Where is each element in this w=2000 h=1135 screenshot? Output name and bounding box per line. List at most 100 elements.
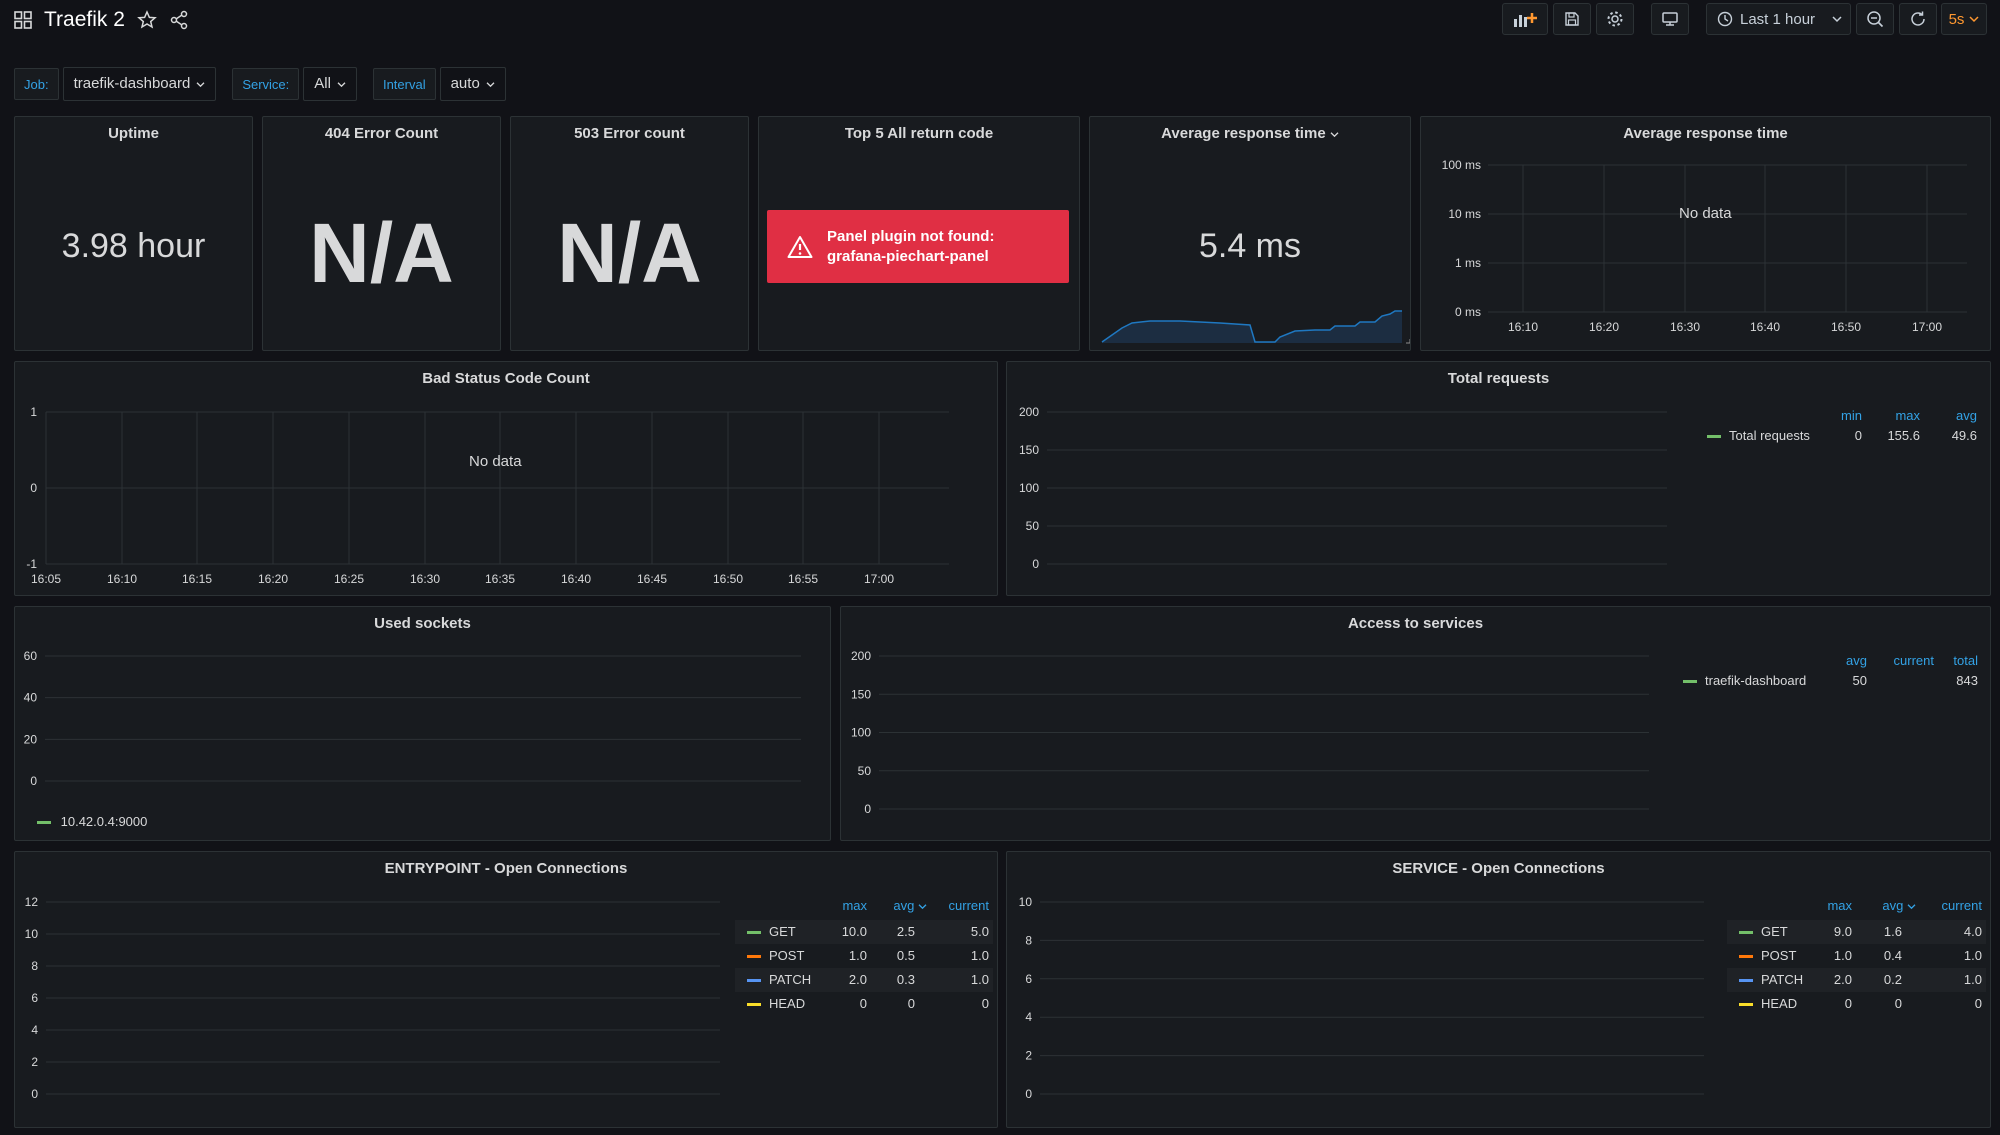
legend-avg: 0	[907, 996, 915, 1011]
monitor-icon	[1661, 11, 1679, 27]
dashboard-title[interactable]: Traefik 2	[44, 8, 125, 31]
share-icon[interactable]	[169, 10, 189, 30]
legend-row[interactable]: Total requests 0 155.6 49.6	[1697, 428, 1982, 452]
legend-header-current[interactable]: current	[1941, 898, 1982, 913]
time-range-picker[interactable]: Last 1 hour	[1706, 3, 1851, 35]
legend-header-avg-text: avg	[893, 898, 915, 913]
add-panel-button[interactable]	[1502, 3, 1548, 35]
legend-max: 2.0	[848, 972, 867, 987]
job-select[interactable]: traefik-dashboard	[62, 67, 217, 101]
y-tick-label: 0	[1025, 1087, 1032, 1101]
legend-row[interactable]: GET 9.0 1.6 4.0	[1727, 920, 1986, 944]
panel-uptime[interactable]: Uptime 3.98 hour	[14, 116, 253, 351]
legend-header-max[interactable]: max	[842, 898, 867, 913]
gear-icon	[1606, 10, 1624, 28]
y-tick-label: 40	[24, 691, 38, 705]
panel-title: SERVICE - Open Connections	[1392, 860, 1605, 877]
plugin-error-alert: Panel plugin not found: grafana-piechart…	[767, 210, 1069, 283]
dashboard-settings-button[interactable]	[1596, 3, 1634, 35]
panel-used-sockets[interactable]: Used sockets 020406016:1016:2016:3016:40…	[14, 606, 831, 841]
legend-max: 9.0	[1833, 924, 1852, 939]
legend-row[interactable]: POST 1.0 0.4 1.0	[1727, 944, 1986, 968]
refresh-button[interactable]	[1899, 3, 1937, 35]
star-icon[interactable]	[137, 10, 157, 30]
legend-swatch	[747, 1003, 761, 1006]
legend-header-current[interactable]: current	[948, 898, 989, 913]
panel-503-error-count[interactable]: 503 Error count N/A	[510, 116, 749, 351]
service-legend: max avg current GET 9.0 1.6 4.0 POST 1.0 0.4 1.…	[1727, 898, 1986, 1028]
used-sockets-legend[interactable]: 10.42.0.4:9000	[37, 814, 147, 829]
panel-service-open-connections[interactable]: SERVICE - Open Connections 024681016:101…	[1006, 851, 1991, 1128]
refresh-interval-picker[interactable]: 5s	[1941, 3, 1987, 35]
panel-404-error-count[interactable]: 404 Error Count N/A	[262, 116, 501, 351]
zoom-out-icon	[1866, 10, 1884, 28]
legend-header-total[interactable]: total	[1953, 653, 1978, 668]
dashboard-grid-icon[interactable]	[14, 11, 32, 29]
refresh-interval-label: 5s	[1948, 10, 1965, 28]
y-tick-label: 100	[851, 726, 871, 740]
y-tick-label: 60	[24, 649, 38, 663]
y-tick-label: 0	[31, 1087, 38, 1101]
legend-current: 4.0	[1963, 924, 1982, 939]
panel-title: 404 Error Count	[324, 125, 439, 142]
legend-series-name: POST	[769, 948, 805, 963]
y-tick-label: 20	[24, 732, 38, 746]
variable-label: Job:	[14, 68, 59, 100]
legend-header-avg[interactable]: avg	[1846, 653, 1867, 668]
legend-header-max[interactable]: max	[1827, 898, 1852, 913]
chevron-down-icon[interactable]	[1330, 131, 1339, 138]
legend-max: 1.0	[1833, 948, 1852, 963]
panel-bad-status-code-count[interactable]: Bad Status Code Count 1 0 -1 16:05 16:10…	[14, 361, 998, 596]
legend-avg: 49.6	[1951, 428, 1977, 443]
panel-average-response-graph[interactable]: Average response time 100 ms 10 ms 1 ms …	[1420, 116, 1991, 351]
legend-header-min[interactable]: min	[1841, 408, 1862, 423]
y-tick-label: 0 ms	[1455, 305, 1481, 319]
service-select[interactable]: All	[303, 67, 357, 101]
legend-swatch	[1739, 955, 1753, 958]
y-tick-label: 8	[31, 959, 38, 973]
legend-swatch	[747, 979, 761, 982]
legend-header-avg[interactable]: avg	[893, 898, 927, 913]
y-tick-label: 50	[858, 764, 872, 778]
chevron-down-icon	[486, 81, 495, 88]
y-tick-label: 2	[31, 1055, 38, 1069]
save-dashboard-button[interactable]	[1553, 3, 1591, 35]
legend-max: 155.6	[1887, 428, 1920, 443]
legend-row[interactable]: HEAD 0 0 0	[735, 992, 993, 1016]
legend-series-name: HEAD	[769, 996, 806, 1011]
y-tick-label: 2	[1025, 1049, 1032, 1063]
zoom-out-button[interactable]	[1856, 3, 1894, 35]
y-tick-label: 4	[1025, 1010, 1032, 1024]
legend-current: 1.0	[970, 948, 989, 963]
panel-top5-return-codes[interactable]: Top 5 All return code Panel plugin not f…	[758, 116, 1080, 351]
panel-title-text: Average response time	[1161, 125, 1326, 142]
total-requests-chart: 05010015020016:1016:2016:3016:4016:5017:…	[1019, 405, 1667, 571]
x-tick-label: 16:20	[258, 572, 288, 586]
x-tick-label: 16:30	[410, 572, 440, 586]
legend-row[interactable]: HEAD 0 0 0	[1727, 992, 1986, 1016]
time-range-label: Last 1 hour	[1740, 10, 1816, 28]
legend-row[interactable]: GET 10.0 2.5 5.0	[735, 920, 993, 944]
panel-title: Average response time	[1090, 125, 1410, 142]
legend-max: 0	[1844, 996, 1852, 1011]
panel-title: Uptime	[108, 125, 159, 142]
legend-header-avg[interactable]: avg	[1882, 898, 1916, 913]
panel-entrypoint-open-connections[interactable]: ENTRYPOINT - Open Connections 0 2 4 6 8 10 12 1…	[14, 851, 998, 1128]
legend-row[interactable]: PATCH 2.0 0.3 1.0	[735, 968, 993, 992]
legend-header-avg[interactable]: avg	[1956, 408, 1977, 423]
panel-access-to-services[interactable]: Access to services 05010015020016:1016:2…	[840, 606, 1991, 841]
legend-row[interactable]: traefik-dashboard 50 843	[1671, 673, 1982, 697]
panel-total-requests[interactable]: Total requests 05010015020016:1016:2016:…	[1006, 361, 1991, 596]
y-tick-label: 100	[1019, 481, 1039, 495]
panel-average-response-stat[interactable]: Average response time 5.4 ms	[1089, 116, 1411, 351]
legend-header-current[interactable]: current	[1893, 653, 1934, 668]
legend-header-max[interactable]: max	[1895, 408, 1920, 423]
legend-current: 1.0	[1963, 972, 1982, 987]
legend-row[interactable]: PATCH 2.0 0.2 1.0	[1727, 968, 1986, 992]
panel-title: Used sockets	[374, 615, 471, 632]
y-tick-label: 100 ms	[1442, 158, 1481, 172]
tv-mode-button[interactable]	[1651, 3, 1689, 35]
interval-select[interactable]: auto	[439, 67, 506, 101]
legend-row[interactable]: POST 1.0 0.5 1.0	[735, 944, 993, 968]
plugin-error-line2: grafana-piechart-panel	[827, 247, 989, 265]
